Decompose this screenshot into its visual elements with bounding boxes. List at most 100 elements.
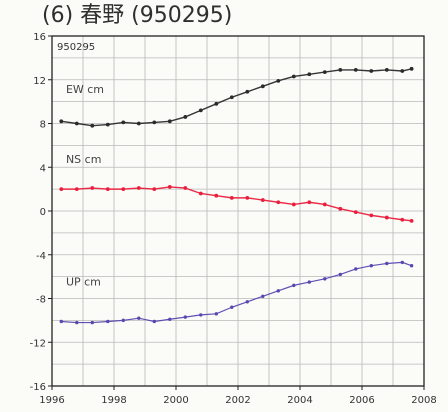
series-1-point (276, 200, 281, 205)
series-1-point (198, 191, 203, 196)
series-2-trace (61, 261, 412, 324)
series-0-point (136, 121, 141, 126)
series-0-point (105, 122, 110, 127)
series-layer (59, 66, 414, 325)
series-0-point (369, 69, 374, 73)
series-0-point (121, 120, 126, 125)
series-2-point (152, 319, 156, 324)
x-tick-label: 2006 (349, 395, 374, 406)
series-2-point (121, 318, 126, 323)
x-tick-label: 1996 (39, 395, 64, 406)
series-0-point (409, 66, 414, 71)
series-2-point (409, 263, 414, 268)
series-1-point (105, 187, 110, 192)
x-tick-label: 2002 (225, 395, 250, 406)
series-1-point (291, 202, 296, 207)
y-tick-label: 16 (33, 32, 46, 43)
series-1-point (400, 217, 405, 222)
series-2-point (230, 305, 234, 309)
series-1-point (245, 195, 250, 200)
series-2-point (323, 277, 327, 281)
y-tick-label: -8 (36, 295, 46, 306)
series-2-point (183, 315, 187, 319)
series-2-point (261, 294, 265, 299)
series-0-point (291, 74, 296, 79)
series-2-point (75, 320, 79, 325)
y-tick-label: -12 (30, 338, 46, 349)
series-0-point (74, 121, 79, 126)
series-2-point (338, 272, 342, 277)
series-2-point (400, 260, 404, 265)
series-0-point (276, 78, 281, 83)
y-tick-label: -16 (30, 382, 46, 393)
series-1-point (307, 200, 312, 205)
series-2-point (276, 289, 280, 293)
series-1-point (152, 187, 157, 192)
series-2-point (137, 316, 141, 320)
series-2-point (307, 280, 311, 284)
series-1-point (384, 215, 389, 220)
series-0-point (198, 108, 203, 113)
series-2-point (106, 319, 110, 324)
series-2-point (245, 300, 249, 304)
x-tick-label: 2008 (411, 395, 436, 406)
series-0-point (90, 123, 95, 128)
series-1-point (338, 206, 343, 211)
series-0-point (59, 119, 64, 124)
series-2-point (385, 261, 389, 266)
y-tick-label: 12 (33, 76, 46, 87)
x-tick-label: 2004 (287, 395, 312, 406)
series-1-point (136, 186, 141, 190)
series-0-point (338, 68, 343, 72)
series-2-point (199, 313, 203, 317)
chart-title: (6) 春野 (950295) (42, 3, 232, 28)
series-0-point (260, 84, 265, 89)
series-0-point (353, 68, 358, 72)
series-1-point (229, 195, 234, 200)
series-0-point (384, 68, 389, 72)
series-1-point (409, 218, 414, 223)
series-label-2: UP cm (66, 275, 101, 288)
series-1-point (260, 198, 265, 202)
series-1-point (74, 187, 79, 192)
series-1-trace (61, 186, 412, 222)
series-2-point (292, 283, 296, 288)
series-1-point (214, 193, 219, 198)
series-1-point (167, 185, 172, 189)
x-tick-group: 1996 1998 2000 2002 2004 2006 2008 (39, 386, 437, 406)
series-2-point (59, 319, 63, 324)
grid-lines (51, 35, 425, 387)
series-2-point (214, 312, 218, 316)
y-tick-group: 16 12 8 4 0 -4 -8 -12 -16 (30, 32, 52, 393)
y-tick-label: -4 (36, 251, 46, 262)
series-1-point (353, 210, 358, 214)
series-0-point (167, 119, 172, 124)
series-0-point (214, 101, 219, 106)
y-tick-label: 0 (40, 207, 46, 218)
series-2-point (90, 320, 95, 325)
series-0-point (152, 120, 157, 125)
series-0-point (400, 69, 405, 73)
series-2-point (369, 263, 373, 268)
series-1-point (90, 186, 95, 190)
series-1-point (369, 213, 374, 218)
series-1-point (121, 187, 126, 192)
series-2-point (168, 317, 172, 321)
series-label-1: NS cm (66, 153, 101, 166)
series-0-point (307, 72, 312, 77)
y-tick-label: 8 (40, 120, 46, 131)
series-0-point (229, 95, 234, 100)
y-tick-label: 4 (40, 163, 46, 174)
series-1-point (322, 202, 327, 207)
series-0-point (245, 89, 250, 94)
series-1-point (183, 186, 188, 190)
series-label-0: EW cm (66, 83, 104, 96)
series-0-point (183, 115, 188, 119)
series-1-point (59, 187, 64, 192)
series-0-trace (61, 68, 412, 127)
station-label: 950295 (57, 42, 95, 53)
x-tick-label: 2000 (163, 395, 188, 406)
series-0-point (322, 70, 327, 74)
